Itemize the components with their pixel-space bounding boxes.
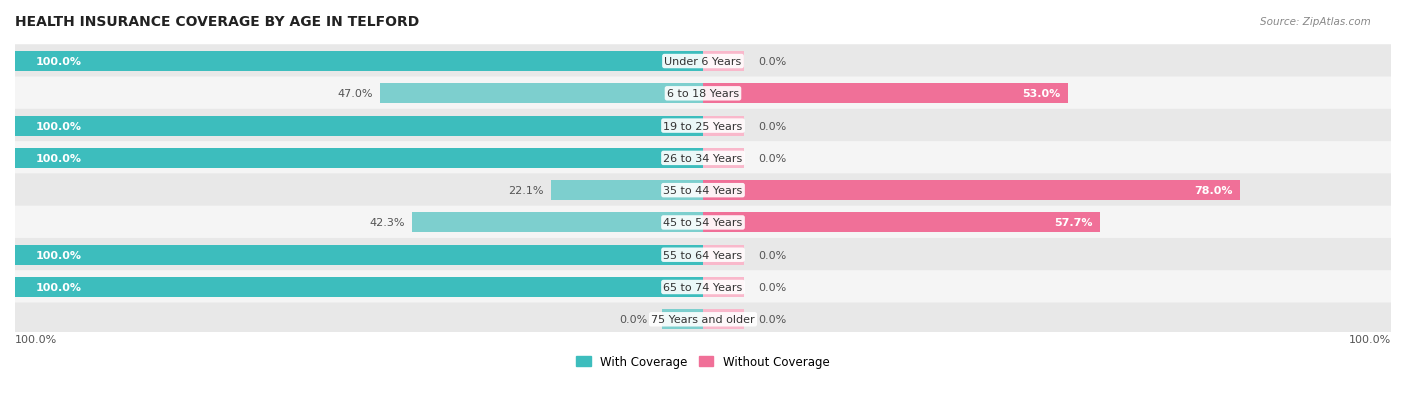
Legend: With Coverage, Without Coverage: With Coverage, Without Coverage bbox=[572, 351, 834, 373]
Text: 26 to 34 Years: 26 to 34 Years bbox=[664, 154, 742, 164]
Bar bbox=[662, 309, 703, 330]
Bar bbox=[551, 181, 703, 201]
Bar bbox=[15, 277, 703, 297]
Bar bbox=[703, 245, 744, 265]
Text: 75 Years and older: 75 Years and older bbox=[651, 315, 755, 325]
Bar bbox=[703, 116, 744, 136]
Text: 100.0%: 100.0% bbox=[15, 334, 58, 344]
Bar bbox=[15, 149, 703, 169]
Bar bbox=[380, 84, 703, 104]
Text: 22.1%: 22.1% bbox=[509, 186, 544, 196]
Text: 47.0%: 47.0% bbox=[337, 89, 373, 99]
FancyBboxPatch shape bbox=[14, 174, 1392, 207]
Bar bbox=[15, 52, 703, 72]
Text: 0.0%: 0.0% bbox=[758, 315, 786, 325]
FancyBboxPatch shape bbox=[14, 109, 1392, 143]
Text: 100.0%: 100.0% bbox=[35, 250, 82, 260]
Bar bbox=[15, 245, 703, 265]
Text: 0.0%: 0.0% bbox=[758, 121, 786, 131]
Text: 100.0%: 100.0% bbox=[35, 282, 82, 292]
Bar bbox=[412, 213, 703, 233]
Text: 65 to 74 Years: 65 to 74 Years bbox=[664, 282, 742, 292]
Bar bbox=[703, 213, 1099, 233]
Text: 100.0%: 100.0% bbox=[35, 57, 82, 67]
FancyBboxPatch shape bbox=[14, 45, 1392, 78]
Text: 45 to 54 Years: 45 to 54 Years bbox=[664, 218, 742, 228]
FancyBboxPatch shape bbox=[14, 238, 1392, 272]
Text: 78.0%: 78.0% bbox=[1194, 186, 1233, 196]
Text: 35 to 44 Years: 35 to 44 Years bbox=[664, 186, 742, 196]
Text: 0.0%: 0.0% bbox=[758, 57, 786, 67]
Bar bbox=[703, 309, 744, 330]
FancyBboxPatch shape bbox=[14, 271, 1392, 304]
Text: 0.0%: 0.0% bbox=[758, 250, 786, 260]
Text: 42.3%: 42.3% bbox=[370, 218, 405, 228]
Text: 100.0%: 100.0% bbox=[1348, 334, 1391, 344]
Bar bbox=[703, 84, 1067, 104]
Text: 0.0%: 0.0% bbox=[620, 315, 648, 325]
Text: 100.0%: 100.0% bbox=[35, 154, 82, 164]
FancyBboxPatch shape bbox=[14, 206, 1392, 240]
FancyBboxPatch shape bbox=[14, 77, 1392, 111]
FancyBboxPatch shape bbox=[14, 142, 1392, 175]
Bar bbox=[15, 116, 703, 136]
Bar bbox=[703, 149, 744, 169]
Text: Under 6 Years: Under 6 Years bbox=[665, 57, 741, 67]
Text: 57.7%: 57.7% bbox=[1054, 218, 1092, 228]
Bar bbox=[703, 277, 744, 297]
FancyBboxPatch shape bbox=[14, 303, 1392, 336]
Text: 53.0%: 53.0% bbox=[1022, 89, 1060, 99]
Text: Source: ZipAtlas.com: Source: ZipAtlas.com bbox=[1260, 17, 1371, 26]
Text: 19 to 25 Years: 19 to 25 Years bbox=[664, 121, 742, 131]
Text: 6 to 18 Years: 6 to 18 Years bbox=[666, 89, 740, 99]
Bar bbox=[703, 181, 1240, 201]
Text: 100.0%: 100.0% bbox=[35, 121, 82, 131]
Bar bbox=[703, 52, 744, 72]
Text: 0.0%: 0.0% bbox=[758, 282, 786, 292]
Text: 0.0%: 0.0% bbox=[758, 154, 786, 164]
Text: 55 to 64 Years: 55 to 64 Years bbox=[664, 250, 742, 260]
Text: HEALTH INSURANCE COVERAGE BY AGE IN TELFORD: HEALTH INSURANCE COVERAGE BY AGE IN TELF… bbox=[15, 15, 419, 29]
